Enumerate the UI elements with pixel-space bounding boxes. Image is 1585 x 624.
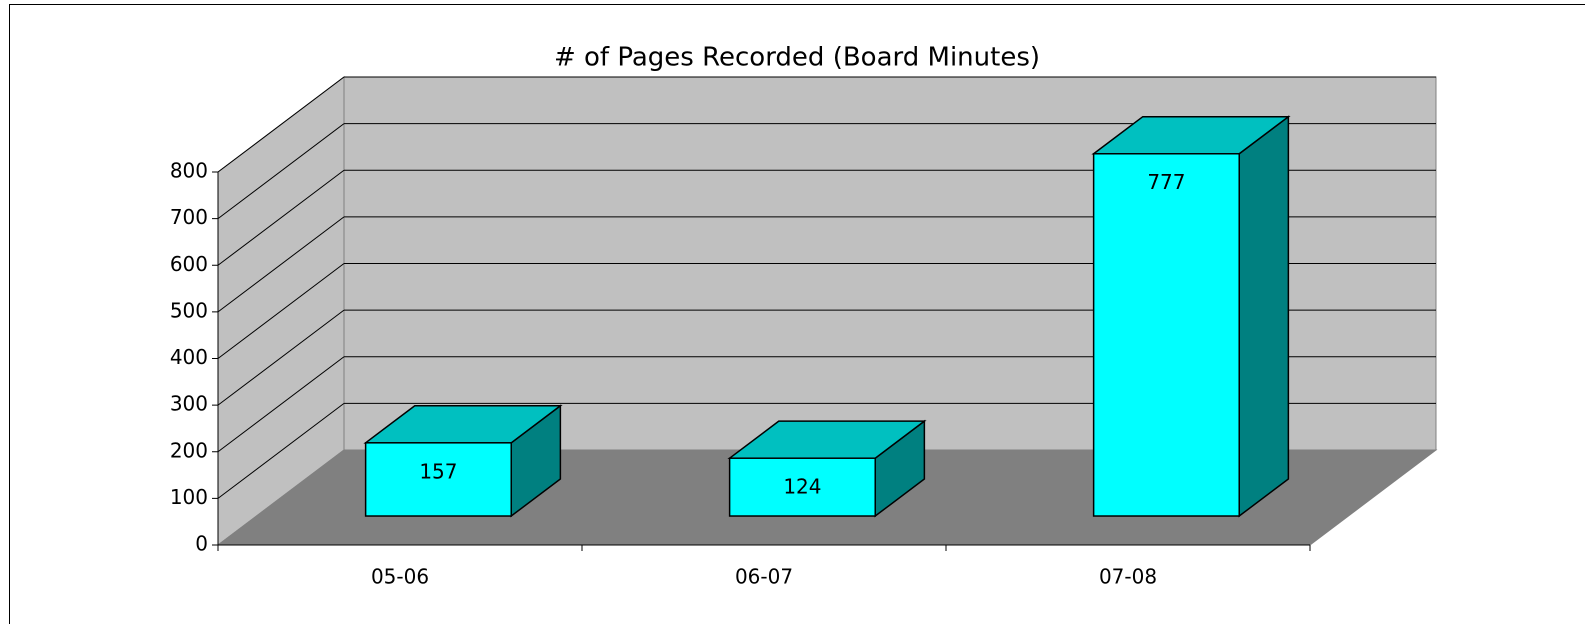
bar <box>364 442 512 517</box>
x-tick-label: 07-08 <box>1099 565 1157 589</box>
grid-line <box>217 263 345 359</box>
y-tick-label: 700 <box>170 205 208 229</box>
y-tick-label: 300 <box>170 392 208 416</box>
grid-line <box>217 402 345 499</box>
bar <box>1092 152 1240 517</box>
x-tick-label: 05-06 <box>371 565 429 589</box>
y-tick-label: 400 <box>170 345 208 369</box>
chart-title: # of Pages Recorded (Board Minutes) <box>554 43 1040 73</box>
data-label: 157 <box>419 459 457 483</box>
y-tick-label: 200 <box>170 438 208 462</box>
x-tick-label: 06-07 <box>735 565 793 589</box>
bar <box>728 457 876 517</box>
data-label: 124 <box>783 475 821 499</box>
grid-line <box>217 123 345 220</box>
chart-frame <box>9 4 1585 624</box>
y-tick-label: 800 <box>170 159 208 183</box>
grid-line <box>217 76 345 173</box>
y-tick-label: 600 <box>170 252 208 276</box>
grid-line <box>217 309 345 406</box>
y-tick-label: 500 <box>170 298 208 322</box>
bar-side <box>1238 115 1290 518</box>
grid-line <box>217 216 345 313</box>
y-tick-label: 100 <box>170 485 208 509</box>
data-label: 777 <box>1147 170 1185 194</box>
grid-line <box>217 169 345 266</box>
y-tick-label: 0 <box>195 532 208 556</box>
grid-line <box>217 356 345 453</box>
